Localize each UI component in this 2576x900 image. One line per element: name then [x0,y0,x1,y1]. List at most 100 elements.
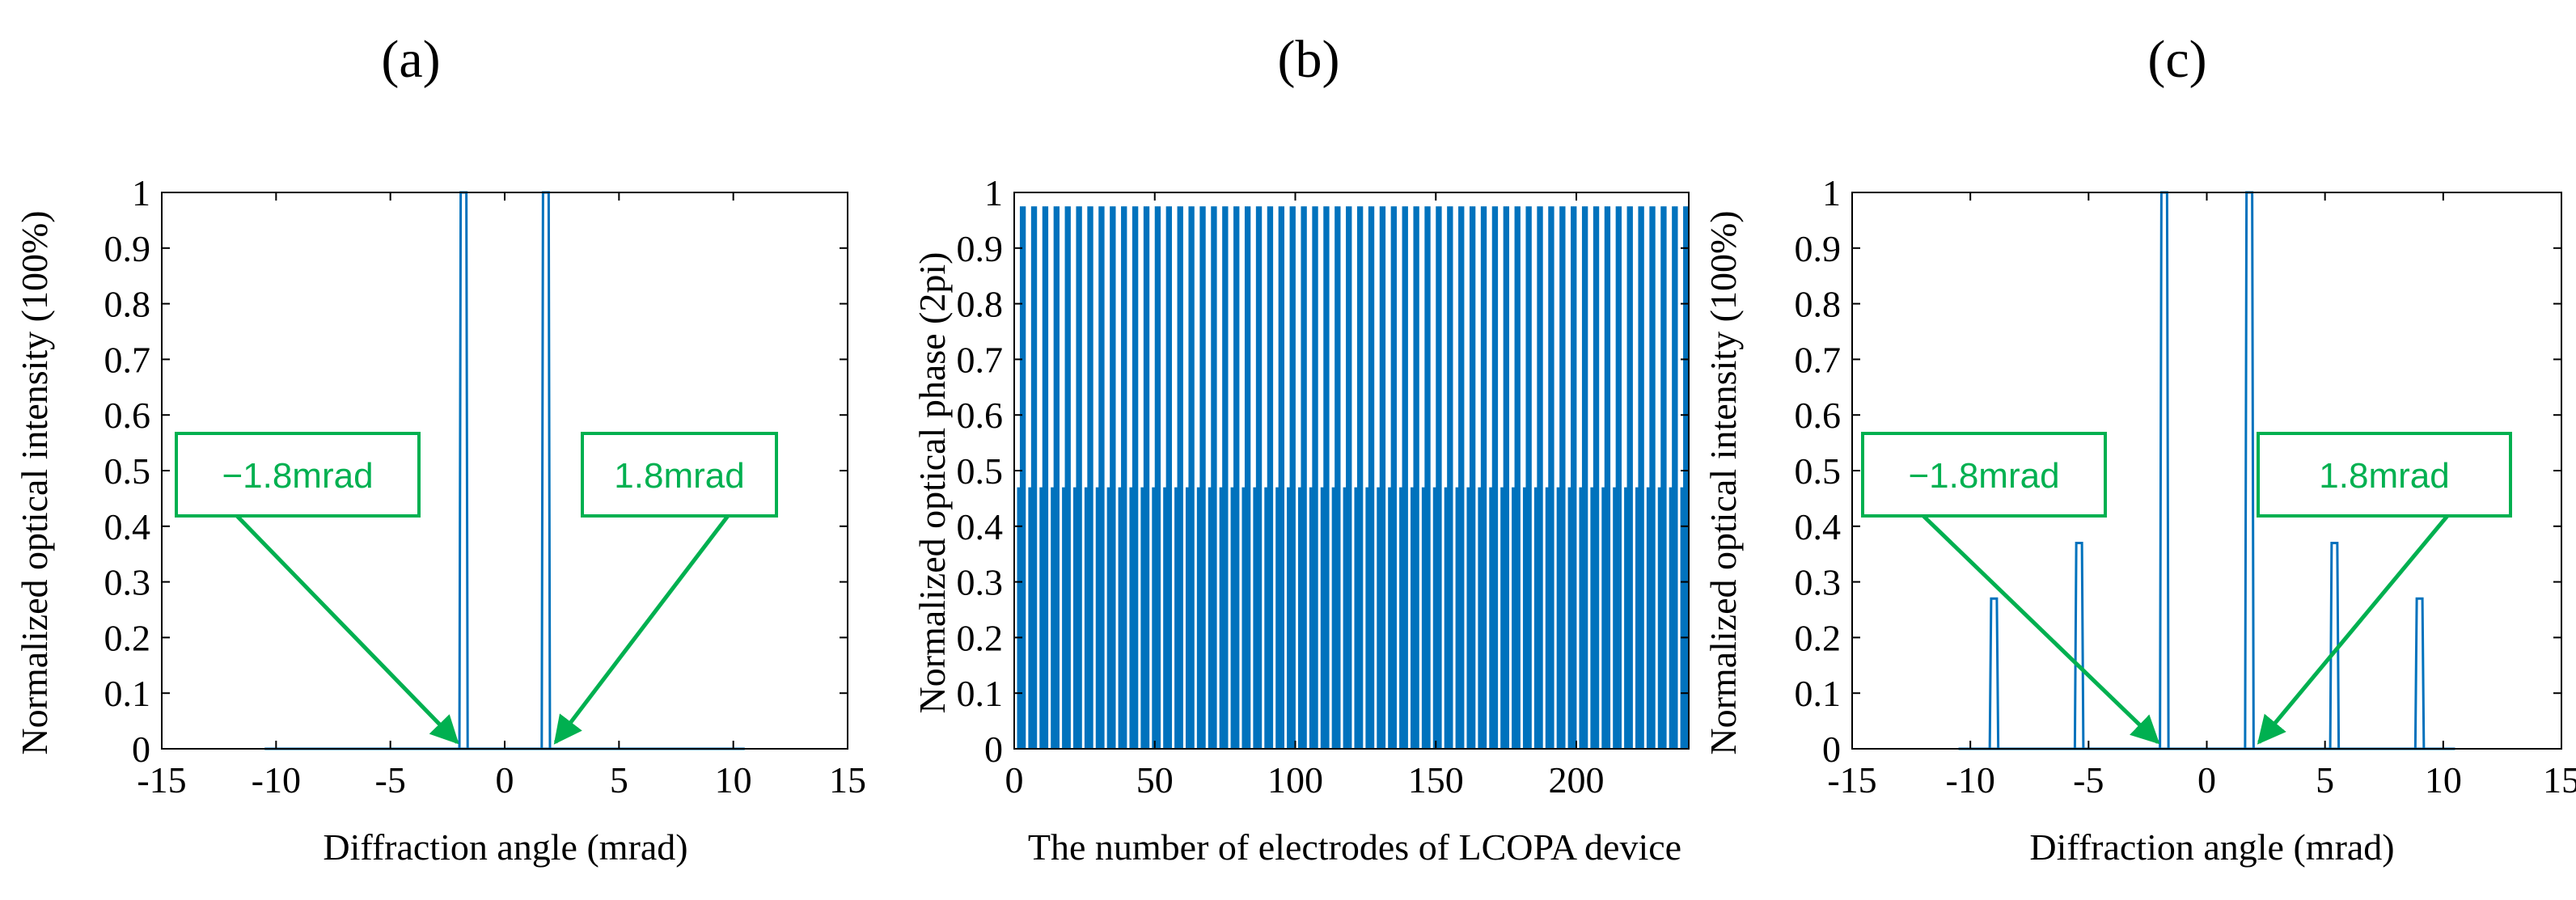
phase-bar [1613,487,1617,749]
phase-bar [1469,206,1473,749]
phase-bar [1584,206,1588,749]
phase-bar [1356,206,1360,749]
phase-bar [1581,206,1585,749]
intensity-peak [1988,597,2000,750]
phase-bar [1211,206,1215,749]
annotation-label: −1.8mrad [1908,456,2059,496]
y-axis-title: Normalized optical intensity (100%) [14,210,55,754]
phase-bar [1402,206,1406,749]
phase-bar [1084,487,1088,749]
y-tick-label: 0.5 [957,450,1004,492]
y-tick-label: 0.7 [104,339,151,380]
phase-bar [1112,206,1116,749]
phase-bar [1123,206,1127,749]
phase-bar [1573,206,1577,749]
phase-bar [1537,206,1541,749]
phase-bar [1559,206,1563,749]
phase-bar [1278,206,1282,749]
phase-bar [1390,206,1394,749]
panel-label: (a) [381,30,440,89]
phase-bar [1017,487,1021,749]
x-tick-label: -10 [1946,759,1995,801]
phase-bar [1267,206,1271,749]
phase-bar [1078,206,1082,749]
annotation-box [175,432,421,518]
phase-bar [1674,206,1678,749]
phase-bar [1230,487,1234,749]
phase-bar [1098,206,1102,749]
phase-bar [1455,487,1459,749]
x-tick-label: 0 [1005,759,1024,801]
phase-bar [1225,206,1229,749]
phase-bar [1503,206,1507,749]
y-tick-label: 0 [1822,729,1841,770]
phase-bar [1095,487,1099,749]
phase-bar [1683,206,1686,749]
annotation-label: 1.8mrad [614,456,744,496]
x-tick-label: 200 [1549,759,1605,801]
phase-bar [1579,487,1583,749]
phase-bar [1202,206,1206,749]
x-axis-title: Diffraction angle (mrad) [323,826,687,868]
phase-bar [1495,206,1499,749]
phase-bar [1292,206,1296,749]
phase-bar [1270,206,1274,749]
phase-bar [1072,487,1077,749]
phase-bar [1191,206,1195,749]
phase-bar [1424,206,1428,749]
phase-bar [1335,206,1339,749]
phase-bar [1607,206,1611,749]
phase-bar [1154,206,1158,749]
annotation-label: 1.8mrad [2319,456,2449,496]
phase-bar [1121,206,1124,749]
phase-bar [1188,206,1192,749]
phase-bar [1297,487,1301,749]
intensity-peak [458,191,469,750]
annotation-arrow [2257,514,2449,745]
phase-bar [1196,487,1200,749]
phase-bar [1068,206,1071,749]
annotation-callout: 1.8mrad [2257,432,2512,745]
phase-bar [1680,487,1684,749]
phase-bar [1301,206,1305,749]
annotation-box [1861,432,2107,518]
intensity-peak [2413,597,2426,750]
phase-bar [1368,206,1372,749]
phase-bar [1076,206,1080,749]
y-tick-label: 0.1 [1795,673,1842,714]
phase-bar [1264,487,1268,749]
phase-bar [1337,206,1341,749]
phase-bar [1222,206,1226,749]
phase-bar [1118,487,1122,749]
phase-bar [1289,206,1293,749]
phase-bar [1039,487,1043,749]
x-tick-label: 10 [2425,759,2462,801]
phase-bar [1388,487,1392,749]
phase-bar [1213,206,1217,749]
phase-bar [1348,206,1352,749]
phase-bar [1312,206,1316,749]
y-tick-label: 0.8 [1795,284,1842,325]
phase-bar [1030,206,1034,749]
phase-bars [1017,206,1690,749]
phase-bar [1630,206,1633,749]
y-tick-label: 0.3 [1795,562,1842,603]
y-tick-label: 0.7 [1795,339,1842,380]
phase-bar [1478,487,1482,749]
phase-bar [1177,206,1181,749]
phase-bar [1447,206,1451,749]
intensity-peak [2159,191,2170,750]
phase-bar [1320,487,1324,749]
y-tick-label: 1 [132,172,150,213]
y-tick-label: 0.6 [1795,395,1842,436]
y-tick-label: 0.3 [104,562,151,603]
phase-bar [1415,206,1419,749]
phase-bar [1140,487,1144,749]
y-tick-label: 0.2 [1795,617,1842,658]
annotation-box [581,432,778,518]
phase-bar [1660,206,1664,749]
phase-bar [1101,206,1105,749]
x-tick-label: -15 [137,759,186,801]
phase-bar [1089,206,1093,749]
phase-bar [1514,206,1518,749]
